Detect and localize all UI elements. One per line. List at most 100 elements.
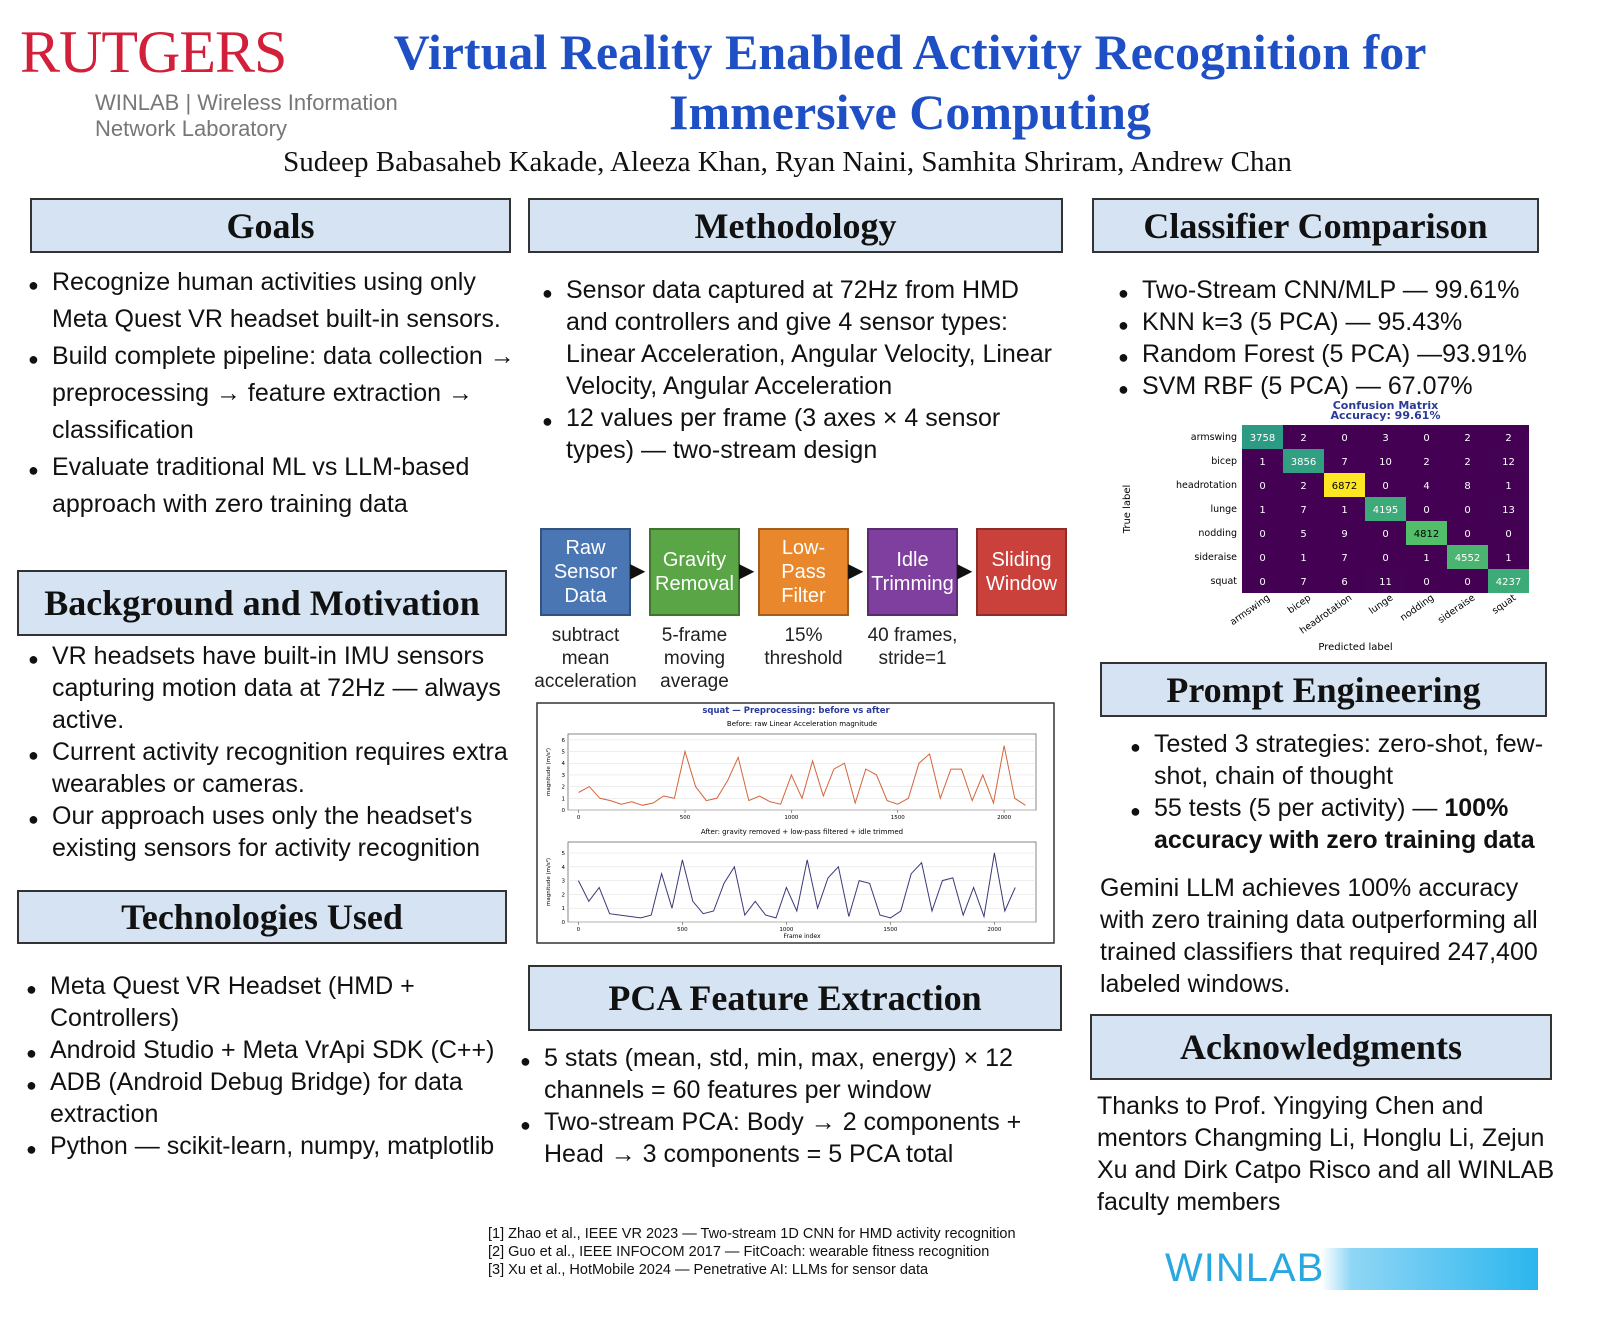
x-axis-label: Frame index bbox=[783, 933, 820, 940]
list-item: VR headsets have built-in IMU sensors ca… bbox=[28, 640, 542, 736]
cm-subtitle: Accuracy: 99.61% bbox=[1331, 409, 1441, 422]
cm-value: 3856 bbox=[1291, 457, 1316, 468]
x-tick-label: 1500 bbox=[891, 815, 905, 821]
cm-cell bbox=[1447, 521, 1488, 545]
cm-cell bbox=[1488, 545, 1529, 569]
section-heading: Background and Motivation bbox=[17, 570, 507, 636]
cm-value: 6872 bbox=[1332, 481, 1357, 492]
cm-cell bbox=[1283, 497, 1324, 521]
cm-value: 3758 bbox=[1250, 433, 1275, 444]
cm-value: 0 bbox=[1259, 481, 1265, 492]
list-item: Two-stream PCA: Body → 2 components + He… bbox=[520, 1106, 1074, 1170]
cm-row-label: armswing bbox=[1191, 432, 1237, 443]
pipeline-caption: 40 frames, stride=1 bbox=[867, 625, 958, 669]
list: Tested 3 strategies: zero-shot, few-shot… bbox=[1130, 728, 1574, 856]
list-item: Sensor data captured at 72Hz from HMD an… bbox=[542, 274, 1066, 402]
cm-value: 7 bbox=[1341, 457, 1347, 468]
list-item: SVM RBF (5 PCA) — 67.07% bbox=[1118, 370, 1582, 405]
cm-value: 4812 bbox=[1414, 529, 1439, 540]
cm-cell bbox=[1488, 569, 1529, 593]
list: Sensor data captured at 72Hz from HMD an… bbox=[542, 274, 1066, 466]
cm-value: 0 bbox=[1382, 481, 1388, 492]
cm-cell bbox=[1447, 425, 1488, 449]
y-tick-label: 1 bbox=[562, 906, 566, 912]
cm-cell bbox=[1365, 425, 1406, 449]
list-item: Python — scikit-learn, numpy, matplotlib bbox=[26, 1130, 500, 1165]
cm-cell bbox=[1406, 569, 1447, 593]
list: 5 stats (mean, std, min, max, energy) × … bbox=[520, 1042, 1074, 1170]
section-heading: Goals bbox=[30, 198, 511, 253]
arrow: ▶ bbox=[848, 560, 864, 582]
cm-value: 7 bbox=[1300, 505, 1306, 516]
cm-cell bbox=[1242, 425, 1283, 449]
item-text: 55 tests (5 per activity) — bbox=[1154, 794, 1445, 822]
y-tick-label: 6 bbox=[562, 738, 566, 744]
cm-cell bbox=[1447, 497, 1488, 521]
cm-value: 11 bbox=[1379, 577, 1392, 588]
cm-col-label: squat bbox=[1490, 592, 1518, 616]
cm-cell bbox=[1242, 521, 1283, 545]
cm-value: 0 bbox=[1259, 529, 1265, 540]
section-heading: Acknowledgments bbox=[1090, 1014, 1552, 1080]
cm-value: 2 bbox=[1423, 457, 1429, 468]
y-tick-label: 3 bbox=[562, 773, 566, 779]
cm-value: 2 bbox=[1464, 457, 1470, 468]
lab-line: Network Laboratory bbox=[95, 116, 287, 141]
cm-value: 4 bbox=[1423, 481, 1429, 492]
cm-cell bbox=[1488, 473, 1529, 497]
cm-value: 3 bbox=[1382, 433, 1388, 444]
footer-logo: WINLAB bbox=[1165, 1246, 1325, 1290]
cm-col-label: sideraise bbox=[1436, 592, 1477, 626]
cm-value: 1 bbox=[1423, 553, 1429, 564]
cm-cell bbox=[1447, 449, 1488, 473]
cm-value: 10 bbox=[1379, 457, 1392, 468]
cm-cell bbox=[1365, 521, 1406, 545]
cm-cell bbox=[1324, 545, 1365, 569]
reference: [2] Guo et al., IEEE INFOCOM 2017 — FitC… bbox=[488, 1244, 990, 1260]
list-item: Two-Stream CNN/MLP — 99.61% bbox=[1118, 274, 1582, 309]
y-axis-label: magnitude (m/s²) bbox=[545, 858, 552, 906]
y-tick-label: 1 bbox=[562, 796, 566, 802]
cm-cell bbox=[1406, 521, 1447, 545]
reference: [3] Xu et al., HotMobile 2024 — Penetrat… bbox=[488, 1262, 929, 1278]
section-heading: Technologies Used bbox=[17, 890, 507, 944]
item-text: Tested 3 strategies: zero-shot, few-shot… bbox=[1154, 730, 1544, 790]
cm-title: Confusion Matrix bbox=[1333, 399, 1439, 412]
x-tick-label: 500 bbox=[677, 927, 688, 933]
cm-row-label: nodding bbox=[1198, 528, 1237, 539]
y-tick-label: 5 bbox=[562, 851, 566, 857]
acknowledgments: Thanks to Prof. Yingying Chen and mentor… bbox=[1097, 1092, 1555, 1216]
cm-cell bbox=[1324, 521, 1365, 545]
summary: Gemini LLM achieves 100% accuracy with z… bbox=[1100, 874, 1538, 998]
cm-value: 9 bbox=[1341, 529, 1347, 540]
cm-cell bbox=[1406, 473, 1447, 497]
x-tick-label: 1500 bbox=[883, 927, 897, 933]
list-item: Android Studio + Meta VrApi SDK (C++) bbox=[26, 1034, 500, 1069]
pipeline-step: Raw Sensor Data bbox=[540, 528, 631, 616]
cm-cell bbox=[1242, 449, 1283, 473]
x-tick-label: 1000 bbox=[779, 927, 793, 933]
authors: Sudeep Babasaheb Kakade, Aleeza Khan, Ry… bbox=[283, 146, 1292, 178]
cm-row-label: bicep bbox=[1211, 456, 1237, 467]
cm-value: 2 bbox=[1505, 433, 1511, 444]
list-item: Meta Quest VR Headset (HMD + Controllers… bbox=[26, 970, 500, 1034]
cm-cell bbox=[1242, 497, 1283, 521]
cm-value: 2 bbox=[1300, 481, 1306, 492]
cm-value: 0 bbox=[1382, 553, 1388, 564]
cm-cell bbox=[1242, 569, 1283, 593]
cm-cell bbox=[1324, 473, 1365, 497]
y-tick-label: 0 bbox=[562, 808, 566, 814]
list-item: Build complete pipeline: data collection… bbox=[28, 338, 532, 449]
reference: [1] Zhao et al., IEEE VR 2023 — Two-stre… bbox=[488, 1226, 1016, 1242]
cm-value: 4237 bbox=[1496, 577, 1521, 588]
section-heading: Methodology bbox=[528, 198, 1063, 253]
cm-value: 13 bbox=[1502, 505, 1515, 516]
list: Recognize human activities using only Me… bbox=[28, 264, 532, 523]
pipeline-step: Sliding Window bbox=[976, 528, 1067, 616]
cm-cell bbox=[1365, 497, 1406, 521]
list-item: Random Forest (5 PCA) —93.91% bbox=[1118, 338, 1582, 373]
signal-line bbox=[577, 852, 1016, 919]
y-tick-label: 4 bbox=[562, 761, 566, 767]
cm-value: 1 bbox=[1505, 481, 1511, 492]
cm-value: 0 bbox=[1464, 529, 1470, 540]
